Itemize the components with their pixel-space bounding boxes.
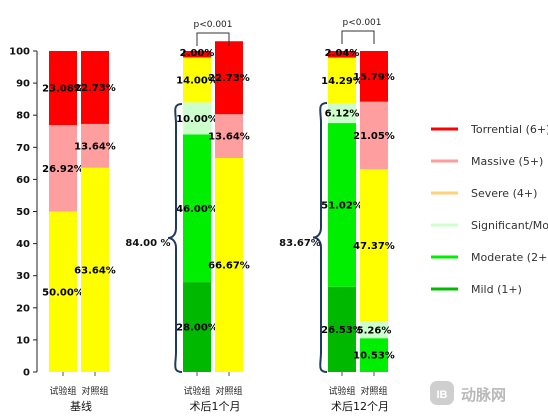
bar-segment — [81, 123, 109, 168]
data-label: 46.00% — [176, 204, 218, 215]
data-label: 6.12% — [325, 109, 360, 120]
p-value-bracket — [196, 32, 230, 46]
y-tick-label: 0 — [23, 368, 30, 379]
y-tick-label: 40 — [16, 239, 30, 250]
bar-segment — [49, 211, 77, 372]
data-label: 10.53% — [353, 351, 395, 362]
data-label: 22.73% — [74, 83, 116, 94]
legend-label: Significant/Moderate — [471, 219, 548, 232]
data-label: 21.05% — [353, 131, 395, 142]
bar-segment — [215, 157, 243, 372]
legend-label: Massive (5+) — [471, 155, 543, 168]
watermark-text: 动脉网 — [461, 386, 506, 404]
legend-label: Mild (1+) — [471, 283, 522, 296]
y-tick-label: 90 — [16, 79, 30, 90]
p-value-label: p<0.001 — [193, 20, 232, 30]
annotations: 84.00 % 83.67% p<0.001 p<0.001 — [125, 18, 382, 373]
bar-segment — [360, 51, 388, 102]
bar-segment — [183, 282, 211, 372]
category-label: 对照组 — [360, 385, 387, 397]
y-tick-label: 100 — [9, 47, 30, 58]
data-label: 63.64% — [74, 265, 116, 276]
bar-segment — [49, 125, 77, 212]
bar-segment — [215, 114, 243, 158]
category-label: 试验组 — [183, 385, 210, 397]
data-label: 23.08% — [42, 84, 84, 95]
y-tick-label: 30 — [16, 271, 30, 282]
bar-segment — [183, 102, 211, 135]
data-label: 66.67% — [208, 260, 250, 271]
y-tick-label: 20 — [16, 303, 30, 314]
data-label: 28.00% — [176, 323, 218, 334]
data-label: 22.73% — [208, 73, 250, 84]
data-label: 47.37% — [353, 241, 395, 252]
data-label: 5.26% — [357, 325, 392, 336]
group-label: 术后12个月 — [331, 400, 389, 413]
group-label: 术后1个月 — [190, 400, 241, 413]
bar-segment — [360, 101, 388, 170]
bar-segment — [328, 123, 356, 287]
bar-segment — [360, 338, 388, 372]
y-axis: 0 10 20 30 40 50 60 70 80 90 100 — [9, 47, 38, 379]
data-label: 26.53% — [321, 325, 363, 336]
y-tick-label: 80 — [16, 111, 30, 122]
data-label: 13.64% — [208, 132, 250, 143]
data-label: 2.04% — [325, 48, 360, 59]
p-value-bracket — [341, 30, 375, 44]
legend-label: Moderate (2+) — [471, 251, 548, 264]
y-tick-label: 50 — [16, 207, 30, 218]
data-label: 10.00% — [176, 114, 218, 125]
brace-label: 84.00 % — [125, 238, 170, 249]
bar-segment — [81, 167, 109, 372]
data-label: 13.64% — [74, 141, 116, 152]
category-label: 对照组 — [81, 385, 108, 397]
p-value-label: p<0.001 — [342, 18, 381, 28]
bar-segment — [328, 57, 356, 104]
data-label: 2.00% — [180, 48, 215, 59]
brace-label: 83.67% — [279, 238, 321, 249]
brace — [167, 103, 183, 373]
data-label: 14.00% — [176, 75, 218, 86]
legend-label: Severe (4+) — [471, 187, 537, 200]
legend: Torrential (6+) Massive (5+) Severe (4+) Si… — [431, 123, 548, 296]
brace — [312, 102, 328, 373]
bar-segment — [328, 286, 356, 372]
bar-segment — [360, 169, 388, 322]
data-label: 50.00% — [42, 287, 84, 298]
data-label: 26.92% — [42, 164, 84, 175]
svg-text:IB: IB — [437, 389, 448, 401]
bar-segment — [183, 57, 211, 103]
logo-icon: IB — [430, 381, 454, 405]
category-label: 试验组 — [328, 385, 355, 397]
y-tick-label: 10 — [16, 335, 30, 346]
y-tick-label: 60 — [16, 175, 30, 186]
bar-segment — [81, 50, 109, 124]
category-label: 对照组 — [215, 385, 242, 397]
data-label: 14.29% — [321, 76, 363, 87]
data-label: 15.79% — [353, 72, 395, 83]
category-label: 试验组 — [49, 385, 76, 397]
data-label: 51.02% — [321, 200, 363, 211]
legend-label: Torrential (6+) — [470, 123, 548, 136]
bar-segment — [183, 51, 211, 58]
bar-segment — [183, 134, 211, 283]
bar-segment — [49, 51, 77, 126]
bar-segment — [360, 321, 388, 339]
bar-segment — [215, 41, 243, 115]
bars: 50.00% 26.92% 23.08% 试验组 63.64% 13.64% 22.73% 对… — [42, 41, 395, 413]
group-label: 基线 — [70, 399, 92, 413]
watermark: IB 动脉网 — [430, 381, 506, 405]
bar-segment — [328, 51, 356, 58]
bar-segment — [328, 103, 356, 124]
y-tick-label: 70 — [16, 143, 30, 154]
